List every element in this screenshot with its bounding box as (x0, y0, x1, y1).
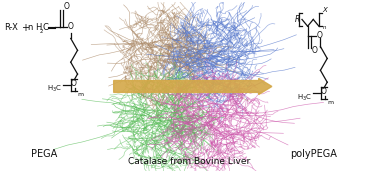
Text: O: O (311, 46, 317, 55)
Text: O: O (321, 87, 327, 96)
Text: +: + (21, 23, 29, 33)
Text: R: R (295, 15, 300, 24)
Text: O: O (71, 79, 77, 88)
Text: R-X: R-X (5, 23, 19, 32)
Text: 2: 2 (40, 29, 43, 34)
Text: H$_3$C: H$_3$C (297, 92, 312, 103)
Text: polyPEGA: polyPEGA (290, 149, 337, 159)
Text: Catalase from Bovine Liver: Catalase from Bovine Liver (128, 157, 250, 166)
Text: O: O (317, 31, 322, 40)
Text: n: n (323, 25, 326, 30)
Text: m: m (327, 100, 333, 105)
Text: n H: n H (28, 23, 42, 32)
Text: H$_3$C: H$_3$C (47, 84, 62, 94)
Text: X: X (323, 7, 327, 13)
Text: m: m (77, 92, 84, 97)
Text: C: C (42, 23, 48, 32)
Text: PEGA: PEGA (31, 149, 57, 159)
FancyArrow shape (114, 78, 272, 95)
Text: O: O (67, 22, 73, 31)
Text: O: O (64, 2, 70, 11)
